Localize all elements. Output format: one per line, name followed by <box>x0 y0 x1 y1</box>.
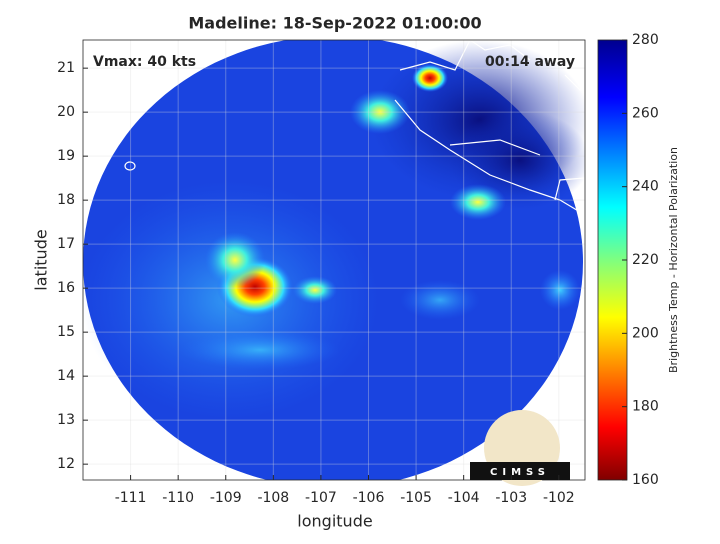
x-tick-label: -110 <box>162 490 194 506</box>
x-tick-label: -109 <box>210 490 242 506</box>
y-axis-label: latitude <box>32 229 51 290</box>
x-tick-label: -108 <box>257 490 289 506</box>
x-tick-label: -103 <box>495 490 527 506</box>
annotation: Vmax: 40 kts <box>93 54 196 70</box>
y-tick-label: 15 <box>57 324 75 340</box>
x-axis-label: longitude <box>297 512 372 531</box>
x-tick-label: -102 <box>543 490 575 506</box>
y-tick-label: 19 <box>57 148 75 164</box>
y-tick-label: 21 <box>57 60 75 76</box>
y-tick-label: 13 <box>57 412 75 428</box>
y-tick-label: 18 <box>57 192 75 208</box>
logo: CIMSS <box>470 410 570 486</box>
x-tick-label: -107 <box>305 490 337 506</box>
annotation: 00:14 away <box>485 54 575 70</box>
y-tick-label: 20 <box>57 104 75 120</box>
y-tick-label: 12 <box>57 456 75 472</box>
y-tick-label: 17 <box>57 236 75 252</box>
colorbar-tick-label: 180 <box>632 399 659 415</box>
swath <box>83 40 585 480</box>
axes-box <box>82 39 586 481</box>
colorbar-tick-label: 280 <box>632 32 659 48</box>
colorbar-tick-label: 200 <box>632 325 659 341</box>
x-tick-label: -105 <box>400 490 432 506</box>
colorbar-tick-label: 240 <box>632 179 659 195</box>
chart-title: Madeline: 18-Sep-2022 01:00:00 <box>188 14 481 33</box>
logo-text: CIMSS <box>490 467 550 478</box>
x-tick-label: -111 <box>115 490 147 506</box>
colorbar-tick-label: 220 <box>632 252 659 268</box>
colorbar-tick-label: 260 <box>632 105 659 121</box>
y-tick-label: 16 <box>57 280 75 296</box>
x-tick-label: -104 <box>448 490 480 506</box>
x-tick-label: -106 <box>353 490 385 506</box>
colorbar-label: Brightness Temp - Horizontal Polarizatio… <box>667 147 680 373</box>
y-tick-label: 14 <box>57 368 75 384</box>
colorbar-tick-label: 160 <box>632 472 659 488</box>
